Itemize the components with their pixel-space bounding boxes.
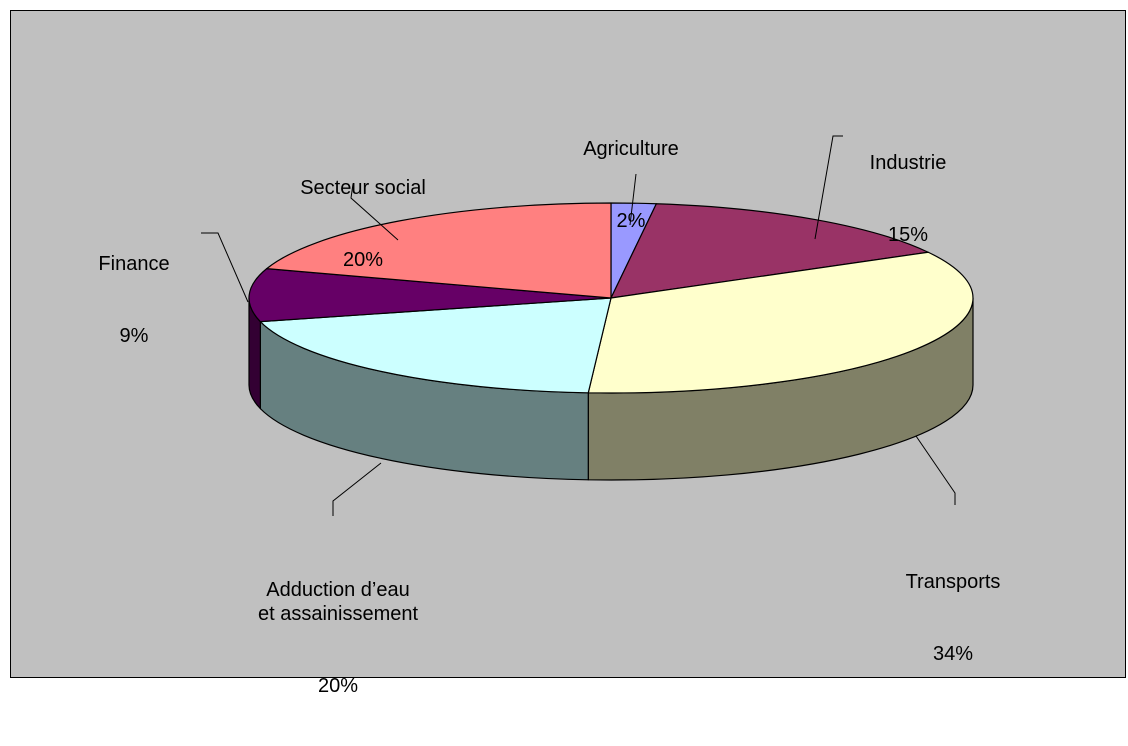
leader-line-finance [201,232,249,303]
pie-slice-finance [248,268,612,323]
label-industrie-pct: 15% [887,224,929,246]
label-secteur-social: Secteur social 20% [300,128,426,320]
label-transports-pct: 34% [932,643,974,665]
label-secteur-social-pct: 20% [342,249,384,271]
pie-leader-lines [201,135,956,516]
pie-slice-adduction-d-eau-et-assainissement [259,297,612,394]
label-transports-name: Transports [905,571,1001,593]
pie-side-walls [248,297,974,481]
label-finance: Finance 9% [98,204,169,396]
pie-slice-transports [587,251,974,394]
label-adduction: Adduction d’eau et assainissement 20% [258,530,418,746]
label-secteur-social-name: Secteur social [300,177,426,199]
leader-line-adduction-d-eau-et-assainissement [332,462,382,516]
label-industrie-name: Industrie [869,152,947,174]
label-agriculture: Agriculture 2% [583,89,679,281]
label-agriculture-name: Agriculture [583,138,679,160]
chart-area: Agriculture 2% Industrie 15% Transports … [10,10,1126,697]
pie-slice-industrie [610,203,929,299]
leader-line-agriculture [629,173,637,226]
pie-top-faces [248,202,974,394]
leader-line-transports [915,435,956,505]
pie-chart [201,135,974,516]
label-transports: Transports 34% [906,522,1001,714]
label-finance-pct: 9% [119,325,149,347]
leader-line-secteur-social [350,183,399,241]
pie-slice-secteur-social [266,202,612,299]
label-finance-name: Finance [98,253,170,275]
leader-line-industrie [814,135,843,240]
label-adduction-name: Adduction d’eau et assainissement [257,579,419,625]
label-adduction-pct: 20% [317,675,359,697]
label-industrie: Industrie 15% [870,103,947,295]
label-agriculture-pct: 2% [616,210,646,232]
